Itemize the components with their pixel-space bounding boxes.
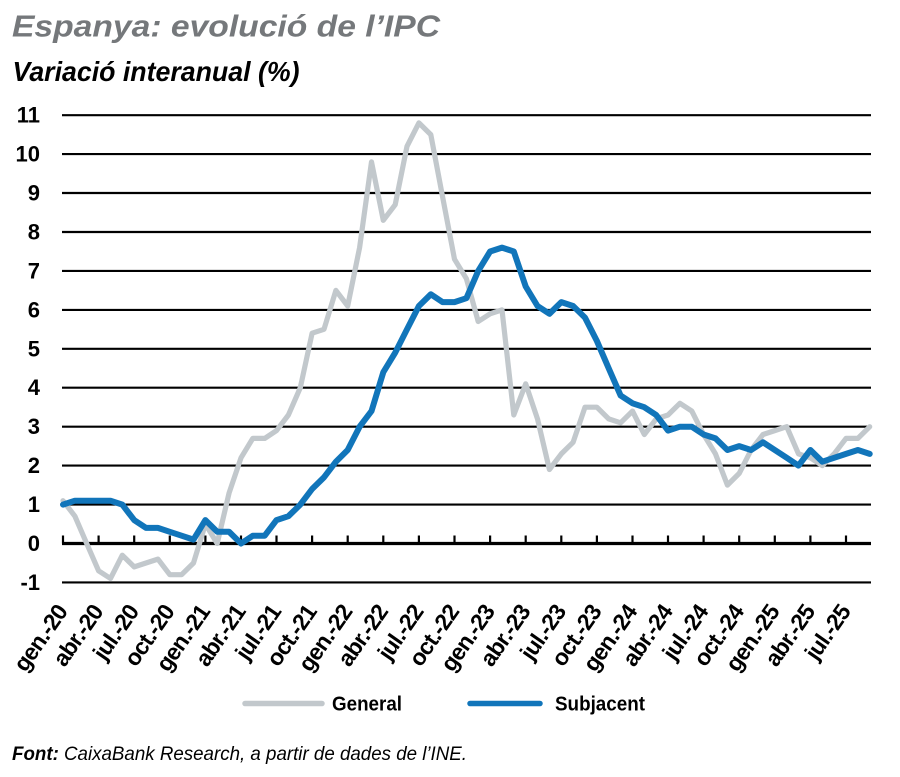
svg-text:2: 2	[28, 453, 40, 478]
svg-text:Variació interanual (%): Variació interanual (%)	[13, 56, 300, 87]
svg-text:3: 3	[28, 414, 40, 439]
svg-text:11: 11	[17, 103, 40, 128]
svg-text:8: 8	[28, 220, 40, 245]
svg-text:9: 9	[28, 181, 40, 206]
svg-text:0: 0	[28, 531, 40, 556]
svg-text:10: 10	[16, 142, 40, 167]
svg-text:7: 7	[28, 258, 40, 283]
svg-text:1: 1	[28, 492, 40, 517]
svg-text:Espanya: evolució de l’IPC: Espanya: evolució de l’IPC	[12, 8, 441, 43]
svg-text:Font: CaixaBank Research, a pa: Font: CaixaBank Research, a partir de da…	[12, 743, 467, 765]
svg-text:General: General	[332, 693, 402, 716]
svg-text:6: 6	[28, 297, 40, 322]
svg-text:4: 4	[28, 375, 41, 400]
svg-text:-1: -1	[20, 570, 40, 595]
svg-text:5: 5	[28, 336, 40, 361]
svg-text:Subjacent: Subjacent	[555, 693, 645, 716]
